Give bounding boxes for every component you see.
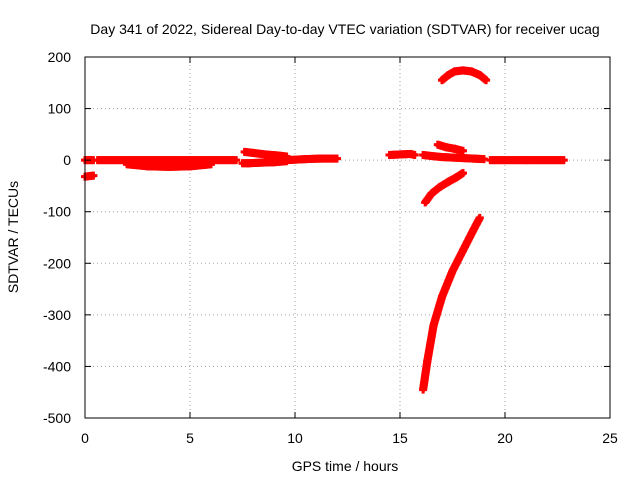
y-tick-label: 100 (48, 101, 72, 117)
data-point (91, 156, 95, 165)
y-tick-label: -400 (43, 358, 71, 374)
y-tick-label: -500 (43, 410, 71, 426)
y-tick-label: -100 (43, 204, 71, 220)
x-tick-label: 0 (81, 430, 89, 446)
y-tick-label: -200 (43, 255, 71, 271)
grid-lines (85, 57, 610, 418)
x-tick-label: 15 (392, 430, 408, 446)
y-axis-label: SDTVAR / TECUs (5, 181, 21, 293)
y-tick-label: 0 (63, 152, 71, 168)
data-point (234, 156, 238, 165)
data-point (91, 171, 95, 180)
data-point (461, 146, 465, 155)
chart-title: Day 341 of 2022, Sidereal Day-to-day VTE… (90, 21, 599, 37)
x-tick-label: 5 (186, 430, 194, 446)
x-tick-label: 25 (602, 430, 618, 446)
x-axis-label: GPS time / hours (292, 458, 399, 474)
data-point (461, 169, 465, 178)
plot-frame (84, 56, 611, 419)
data-point (335, 154, 339, 163)
x-tick-label: 10 (287, 430, 303, 446)
data-point (482, 155, 486, 164)
data-point (562, 156, 566, 165)
data-point (478, 213, 482, 222)
y-tick-label: 200 (48, 49, 72, 65)
data-point (413, 150, 417, 159)
data-points (81, 66, 568, 394)
data-point (209, 160, 213, 169)
x-tick-label: 20 (497, 430, 513, 446)
y-tick-label: -300 (43, 307, 71, 323)
axis-ticks: 0 5 10 15 20 25 200 100 0 -100 -200 -300 -400 -500 (43, 49, 618, 446)
data-point (484, 76, 488, 85)
